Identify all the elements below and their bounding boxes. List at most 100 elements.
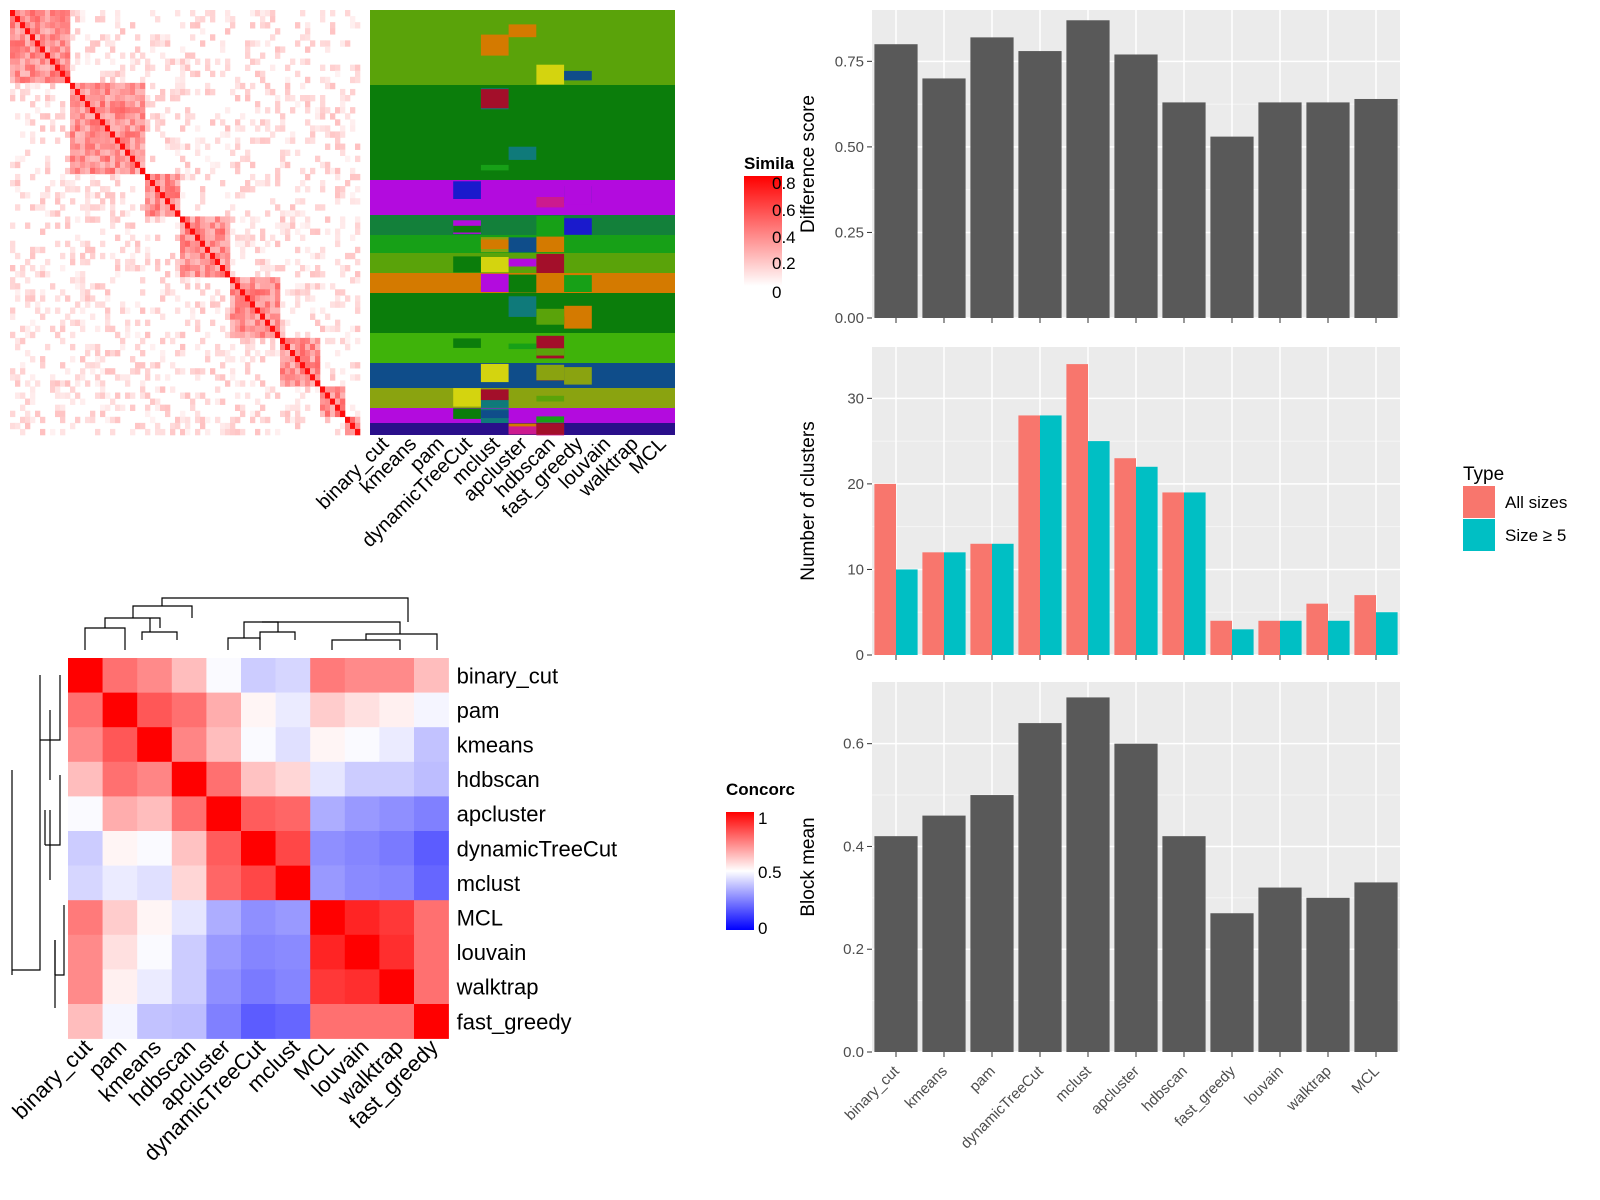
similarity-cell [50, 58, 56, 65]
similarity-cell [155, 113, 161, 120]
similarity-cell [45, 210, 51, 217]
similarity-cell [270, 350, 276, 357]
concordance-cell [310, 658, 346, 693]
similarity-cell [130, 82, 136, 90]
similarity-cell [225, 28, 231, 35]
similarity-cell [145, 173, 151, 181]
concordance-cell [171, 658, 207, 693]
similarity-cell [285, 137, 291, 144]
similarity-cell [85, 210, 91, 217]
similarity-cell [135, 301, 141, 308]
similarity-cell [110, 101, 116, 108]
similarity-cell [40, 271, 46, 278]
similarity-cell [265, 283, 271, 290]
similarity-cell [245, 331, 251, 339]
similarity-cell [280, 356, 286, 363]
similarity-cell [260, 258, 266, 266]
similarity-cell [60, 362, 66, 369]
similarity-cell [190, 258, 196, 266]
bar [1088, 441, 1110, 655]
similarity-cell [155, 173, 161, 181]
similarity-cell [20, 392, 26, 399]
concordance-cell [137, 969, 173, 1005]
bar [1280, 620, 1302, 655]
similarity-cell [90, 246, 96, 254]
similarity-cell [110, 58, 116, 65]
concordance-dendrogram-left [55, 905, 65, 976]
similarity-cell [310, 137, 316, 144]
similarity-cell [85, 88, 91, 96]
similarity-cell [155, 216, 161, 223]
similarity-cell [95, 192, 101, 199]
similarity-cell [260, 10, 266, 17]
similarity-cell [350, 252, 356, 260]
concordance-cell [102, 658, 138, 693]
similarity-cell [340, 88, 346, 96]
bar [1018, 51, 1062, 318]
similarity-cell [165, 186, 171, 193]
similarity-cell [75, 319, 81, 327]
similarity-cell [115, 131, 121, 138]
similarity-cell [345, 343, 351, 351]
similarity-cell [95, 16, 101, 23]
similarity-cell [115, 258, 121, 266]
similarity-cell [45, 192, 51, 199]
similarity-cell [10, 283, 16, 290]
similarity-cell [10, 180, 16, 187]
similarity-cell [140, 386, 146, 393]
similarity-cell [280, 350, 286, 357]
similarity-cell [70, 319, 76, 327]
similarity-cell [285, 343, 291, 351]
similarity-cell [85, 34, 91, 41]
similarity-cell [85, 295, 91, 302]
similarity-cell [225, 10, 231, 17]
similarity-cell [85, 58, 91, 65]
similarity-cell [100, 131, 106, 138]
similarity-cell [300, 10, 306, 17]
similarity-cell [300, 289, 306, 296]
similarity-cell [160, 386, 166, 393]
similarity-cell [120, 95, 126, 102]
similarity-cell [50, 64, 56, 72]
similarity-cell [335, 119, 341, 126]
bar [1162, 492, 1184, 655]
similarity-cell [65, 34, 71, 41]
similarity-cell [195, 216, 201, 223]
similarity-cell [195, 149, 201, 157]
concordance-cell [137, 692, 173, 728]
y-tick-label: 0.50 [835, 139, 864, 156]
similarity-cell [155, 234, 161, 242]
similarity-cell [90, 161, 96, 169]
similarity-cell [110, 398, 116, 405]
similarity-cell [30, 173, 36, 181]
similarity-cell [165, 283, 171, 290]
similarity-cell [25, 416, 31, 424]
similarity-cell [195, 428, 201, 436]
similarity-cell [165, 410, 171, 418]
similarity-cell [330, 392, 336, 399]
similarity-cell [225, 216, 231, 223]
similarity-cell [40, 64, 46, 72]
similarity-cell [50, 46, 56, 53]
similarity-cell [120, 246, 126, 254]
similarity-cell [315, 368, 321, 375]
assignment-cell [536, 253, 565, 275]
similarity-cell [190, 240, 196, 248]
similarity-cell [35, 22, 41, 29]
similarity-cell [20, 58, 26, 65]
similarity-cell [290, 222, 296, 229]
similarity-cell [35, 271, 41, 278]
assignment-cell [564, 70, 592, 81]
similarity-cell [265, 173, 271, 181]
similarity-cell [45, 58, 51, 65]
similarity-cell [335, 70, 341, 78]
concordance-cell [206, 865, 242, 901]
concordance-cell [137, 727, 173, 763]
similarity-cell [135, 265, 141, 272]
similarity-cell [205, 271, 211, 278]
bar [970, 543, 992, 655]
similarity-cell [205, 416, 211, 424]
similarity-cell [110, 113, 116, 120]
similarity-cell [310, 362, 316, 369]
similarity-cell [75, 113, 81, 120]
